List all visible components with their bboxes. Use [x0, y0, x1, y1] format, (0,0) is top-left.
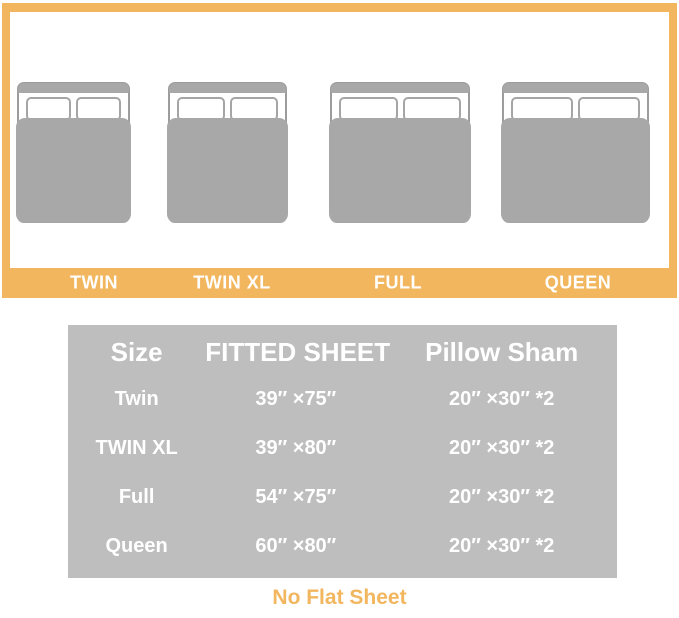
column-header-size: Size — [110, 336, 163, 367]
table-row: Twin 39″ ×75″ 20″ ×30″ *2 — [68, 375, 617, 424]
bed-pillows — [26, 97, 121, 121]
bed-diagram-frame: TWIN TWIN XL FULL QUEEN — [2, 3, 677, 298]
cell-pillow-sham: 20″ ×30″ *2 — [449, 535, 555, 557]
column-header-fitted-sheet: FITTED SHEET — [205, 336, 391, 367]
bed-size-label-twin: TWIN — [70, 272, 118, 293]
cell-size: TWIN XL — [95, 437, 178, 459]
bed-headboard — [503, 83, 648, 93]
bed-diagram-area — [10, 12, 669, 268]
cell-fitted-sheet: 39″ ×80″ — [255, 437, 337, 459]
cell-pillow-sham: 20″ ×30″ *2 — [449, 388, 555, 410]
bed-pillows — [511, 97, 640, 121]
bed-pillows — [339, 97, 461, 121]
table-row: Full 54″ ×75″ 20″ ×30″ *2 — [68, 473, 617, 522]
cell-size: Queen — [105, 535, 168, 557]
bed-illustration-twin-xl — [167, 82, 288, 223]
bed-blanket — [329, 118, 471, 223]
cell-fitted-sheet: 54″ ×75″ — [255, 486, 337, 508]
bed-headboard — [169, 83, 286, 93]
size-table: Size FITTED SHEET Pillow Sham Twin 39″ ×… — [68, 325, 617, 578]
bed-blanket — [501, 118, 650, 223]
size-table-header-row: Size FITTED SHEET Pillow Sham — [68, 329, 617, 375]
bed-headboard — [331, 83, 469, 93]
bed-blanket — [167, 118, 288, 223]
bed-size-label-full: FULL — [374, 272, 422, 293]
bed-blanket — [16, 118, 131, 223]
pillow-icon — [511, 97, 573, 121]
cell-fitted-sheet: 60″ ×80″ — [255, 535, 337, 557]
cell-size: Twin — [114, 388, 159, 410]
bed-illustration-twin — [16, 82, 131, 223]
no-flat-sheet-note: No Flat Sheet — [272, 586, 407, 609]
table-row: TWIN XL 39″ ×80″ 20″ ×30″ *2 — [68, 424, 617, 473]
bed-size-label-twin-xl: TWIN XL — [193, 272, 271, 293]
cell-pillow-sham: 20″ ×30″ *2 — [449, 437, 555, 459]
cell-size: Full — [118, 486, 155, 508]
cell-fitted-sheet: 39″ ×75″ — [255, 388, 337, 410]
bed-illustration-full — [329, 82, 471, 223]
cell-pillow-sham: 20″ ×30″ *2 — [449, 486, 555, 508]
table-row: Queen 60″ ×80″ 20″ ×30″ *2 — [68, 522, 617, 571]
bed-size-label-bar: TWIN TWIN XL FULL QUEEN — [2, 268, 677, 298]
bed-headboard — [18, 83, 129, 93]
column-header-pillow-sham: Pillow Sham — [425, 336, 579, 367]
bed-illustration-queen — [501, 82, 650, 223]
pillow-icon — [76, 97, 121, 121]
pillow-icon — [578, 97, 640, 121]
bed-size-label-queen: QUEEN — [544, 272, 612, 293]
